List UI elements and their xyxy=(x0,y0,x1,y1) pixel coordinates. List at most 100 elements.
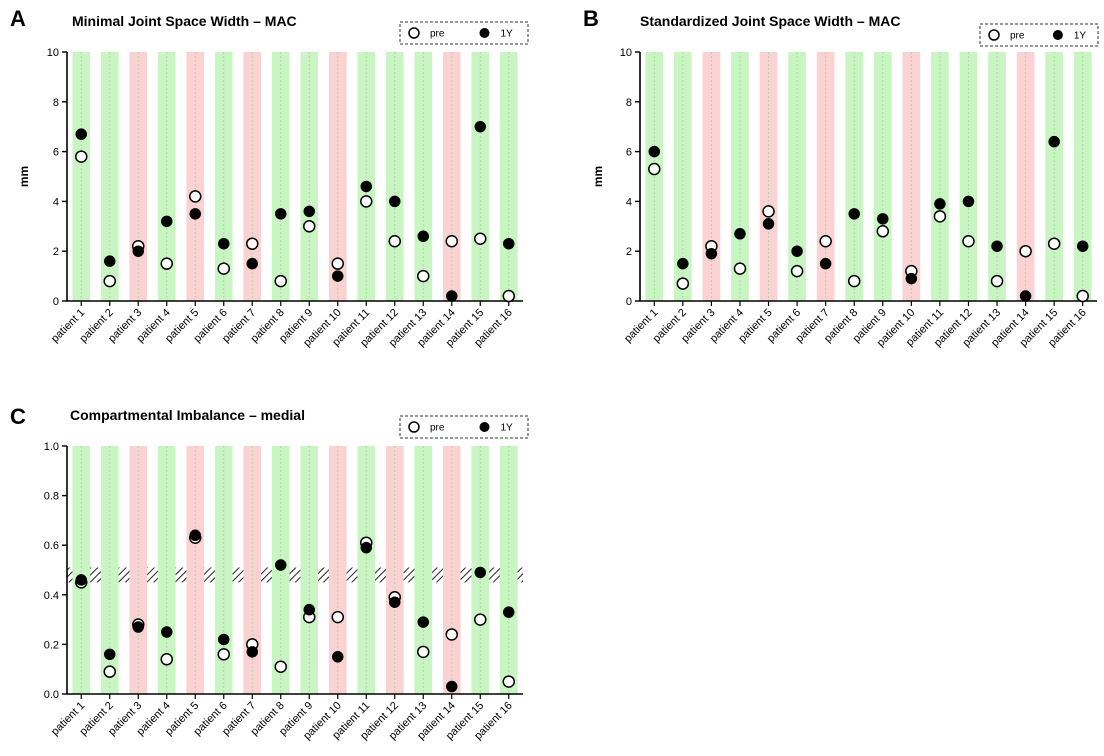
y-tick-label: 2 xyxy=(53,246,59,258)
data-point-pre xyxy=(360,195,373,208)
data-point-1y xyxy=(791,245,803,257)
data-point-1y xyxy=(132,245,144,257)
data-point-1y xyxy=(734,228,746,240)
data-point-1y xyxy=(275,559,287,571)
data-point-1y xyxy=(446,290,458,302)
data-point-1y xyxy=(189,208,201,220)
data-point-1y xyxy=(246,257,258,270)
reference-hatch-segment xyxy=(67,567,73,583)
data-point-pre xyxy=(1047,237,1061,250)
data-point-1y xyxy=(75,574,87,586)
y-tick-label: 0.4 xyxy=(44,590,59,602)
data-point-1y xyxy=(275,208,287,220)
reference-hatch-segment xyxy=(517,567,523,583)
data-point-pre xyxy=(819,234,832,248)
reference-hatch-segment xyxy=(261,567,272,583)
data-point-1y xyxy=(503,237,515,250)
y-tick-label: 4 xyxy=(626,196,632,208)
reference-hatch-segment xyxy=(375,567,386,583)
legend-1y-marker xyxy=(1052,30,1063,40)
data-point-1y xyxy=(1019,290,1032,302)
reference-hatch-segment xyxy=(346,567,358,583)
legend-1y-marker xyxy=(479,28,490,38)
reference-hatch-segment xyxy=(432,567,443,583)
y-tick-label: 10 xyxy=(620,47,632,59)
data-point-1y xyxy=(303,603,315,616)
legend-box xyxy=(399,21,529,45)
data-point-pre xyxy=(445,234,458,248)
data-point-1y xyxy=(104,648,116,661)
data-point-pre xyxy=(160,653,173,666)
y-tick-label: 6 xyxy=(626,147,632,159)
reference-hatch-segment xyxy=(289,567,301,583)
data-point-pre xyxy=(876,225,890,238)
data-point-pre xyxy=(762,205,775,218)
data-point-pre xyxy=(962,234,975,248)
data-point-1y xyxy=(991,240,1003,252)
legend-box xyxy=(979,23,1099,47)
data-point-pre xyxy=(103,665,116,678)
y-tick-label: 0.2 xyxy=(44,639,59,651)
legend-pre-marker xyxy=(408,27,420,39)
legend-1y-label: 1Y xyxy=(500,29,513,40)
data-point-pre xyxy=(1076,289,1089,303)
legend-1y-label: 1Y xyxy=(1074,31,1087,42)
data-point-1y xyxy=(161,626,173,638)
panel-letter: B xyxy=(583,6,599,31)
legend: pre 1Y xyxy=(399,415,529,439)
data-point-pre xyxy=(733,262,747,275)
data-point-1y xyxy=(332,651,344,663)
data-point-pre xyxy=(217,262,230,275)
y-tick-label: 10 xyxy=(47,47,59,59)
data-point-1y xyxy=(1076,240,1089,252)
reference-hatch-segment xyxy=(147,567,158,583)
data-point-pre xyxy=(502,675,515,688)
data-point-1y xyxy=(332,270,344,282)
data-point-1y xyxy=(417,616,429,628)
y-axis-title: mm xyxy=(17,166,31,187)
data-point-pre xyxy=(445,628,458,641)
data-point-1y xyxy=(218,633,230,646)
data-point-pre xyxy=(331,257,344,270)
data-point-pre xyxy=(474,613,487,626)
data-point-1y xyxy=(762,218,775,230)
data-point-1y xyxy=(1048,135,1060,148)
y-tick-label: 8 xyxy=(626,97,632,109)
y-tick-label: 4 xyxy=(53,196,59,208)
data-point-1y xyxy=(189,529,201,542)
data-point-pre xyxy=(75,150,88,163)
y-tick-label: 0.0 xyxy=(44,689,59,701)
data-point-pre xyxy=(502,289,515,303)
data-point-1y xyxy=(677,257,689,270)
legend-1y-marker xyxy=(479,422,490,432)
data-point-pre xyxy=(103,274,116,288)
panel-letter: C xyxy=(10,404,26,429)
data-point-pre xyxy=(790,264,804,278)
data-point-1y xyxy=(648,145,661,158)
data-point-1y xyxy=(360,180,372,193)
data-point-1y xyxy=(389,596,401,608)
data-point-1y xyxy=(705,247,718,260)
reference-hatch-segment xyxy=(489,567,500,583)
data-point-pre xyxy=(933,210,947,223)
reference-hatch-segment xyxy=(460,567,472,583)
legend: pre 1Y xyxy=(979,23,1099,47)
data-point-1y xyxy=(303,205,315,218)
legend-1y-label: 1Y xyxy=(500,423,513,434)
data-point-1y xyxy=(446,680,458,693)
data-point-pre xyxy=(388,234,401,248)
data-point-1y xyxy=(389,195,401,208)
legend-pre-label: pre xyxy=(430,29,445,40)
data-point-1y xyxy=(962,195,975,208)
reference-hatch-segment xyxy=(204,567,215,583)
data-point-1y xyxy=(132,621,144,633)
data-point-1y xyxy=(246,646,258,658)
data-point-1y xyxy=(474,566,486,579)
reference-hatch-segment xyxy=(232,567,244,583)
data-point-pre xyxy=(417,645,430,659)
data-point-pre xyxy=(990,274,1004,288)
data-point-1y xyxy=(877,213,889,225)
y-tick-label: 0.6 xyxy=(44,540,59,552)
